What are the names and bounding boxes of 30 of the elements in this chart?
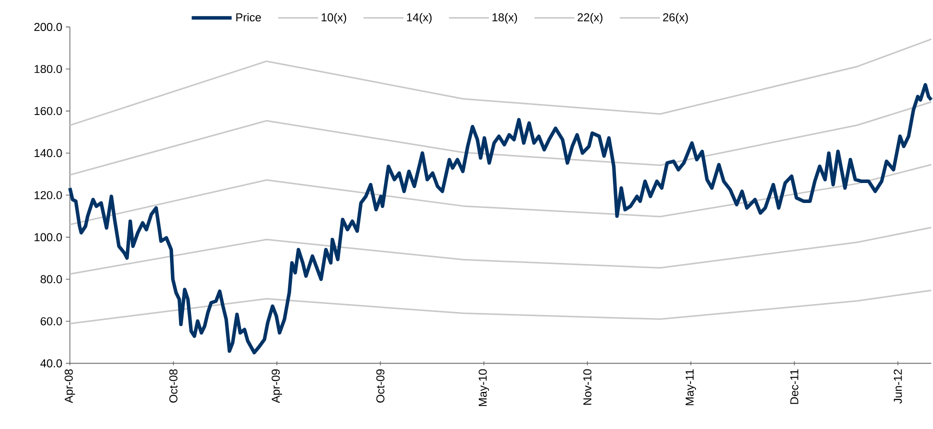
legend-label: 26(x) <box>663 12 688 24</box>
y-tick-label: 100.0 <box>34 233 62 242</box>
legend-label: 10(x) <box>322 12 346 24</box>
line-series <box>69 164 932 226</box>
x-tick-label: Apr-08 <box>64 369 76 404</box>
x-tick-label: Jun-12 <box>894 369 902 404</box>
line-series <box>69 38 932 126</box>
y-tick-label: 200.0 <box>34 22 62 31</box>
y-tick-label: 120.0 <box>34 190 62 200</box>
y-tick-label: 60.0 <box>40 317 62 326</box>
legend-label: 14(x) <box>407 12 432 24</box>
y-tick-label: 160.0 <box>34 106 62 115</box>
legend-label: 18(x) <box>492 12 517 24</box>
x-tick-label: Nov-10 <box>583 369 592 405</box>
x-tick-label: May-11 <box>686 369 696 406</box>
line-series <box>69 290 932 324</box>
line-series <box>69 101 932 176</box>
x-tick-label: Oct-08 <box>169 369 178 403</box>
line-series <box>69 226 932 275</box>
x-tick-label: May-10 <box>478 369 490 406</box>
y-tick-label: 40.0 <box>40 359 62 368</box>
legend-label: Price <box>236 12 261 22</box>
line-series <box>68 82 933 354</box>
x-tick-label: Apr-09 <box>272 369 282 404</box>
x-tick-label: Oct-09 <box>376 369 384 403</box>
y-tick-label: 180.0 <box>34 64 62 73</box>
legend-label: 22(x) <box>578 12 602 24</box>
y-tick-label: 80.0 <box>40 275 62 284</box>
x-tick-label: Dec-11 <box>790 369 798 404</box>
y-tick-label: 140.0 <box>34 148 62 158</box>
